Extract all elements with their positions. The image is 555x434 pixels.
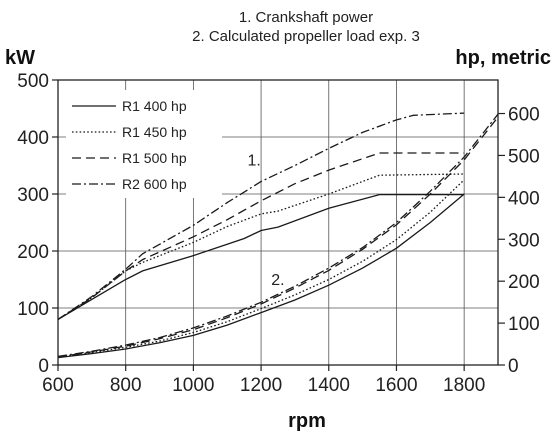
y-tick-label-left: 200 xyxy=(17,242,49,263)
curve-annotation: 1. xyxy=(248,153,261,170)
y-tick-label-right: 500 xyxy=(508,146,540,167)
chart-title-line-2: 2. Calculated propeller load exp. 3 xyxy=(192,28,420,45)
x-tick-label: 1600 xyxy=(375,375,417,396)
x-tick-label: 800 xyxy=(110,375,142,396)
y-axis-left-label: kW xyxy=(5,47,35,69)
x-tick-label: 1000 xyxy=(172,375,214,396)
y-tick-label-left: 300 xyxy=(17,185,49,206)
series-line-crankshaft-2 xyxy=(57,152,465,320)
y-tick-label-left: 100 xyxy=(17,299,49,320)
legend-box xyxy=(66,90,222,198)
x-tick-label: 600 xyxy=(42,375,74,396)
legend-label: R1 450 hp xyxy=(122,124,187,140)
series-line-propeller-6 xyxy=(57,116,499,358)
y-tick-label-right: 100 xyxy=(508,314,540,335)
y-tick-label-left: 0 xyxy=(38,356,49,377)
chart-title: 1. Crankshaft power 2. Calculated propel… xyxy=(192,9,420,45)
ticks-group: 600 800 1000 1200 1400 1600 180001002003004005… xyxy=(17,71,539,396)
curve-annotation: 2. xyxy=(271,272,284,289)
series-line-crankshaft-0 xyxy=(57,193,465,320)
legend: R1 400 hp R1 450 hp R1 500 hp R2 600 hp xyxy=(66,90,222,198)
series-line-crankshaft-1 xyxy=(57,173,465,320)
series-line-propeller-7 xyxy=(57,113,499,358)
y-tick-label-right: 0 xyxy=(508,356,519,377)
series-group xyxy=(57,112,499,359)
x-tick-label: 1800 xyxy=(443,375,485,396)
series-line-propeller-5 xyxy=(57,179,465,358)
y-tick-label-right: 300 xyxy=(508,230,540,251)
x-tick-label: 1400 xyxy=(308,375,350,396)
x-tick-label: 1200 xyxy=(240,375,282,396)
y-tick-label-left: 500 xyxy=(17,71,49,92)
y-tick-label-right: 200 xyxy=(508,272,540,293)
legend-label: R1 500 hp xyxy=(122,150,187,166)
series-line-propeller-4 xyxy=(57,193,465,359)
plot-frame xyxy=(57,79,499,366)
y-axis-right-label: hp, metric xyxy=(455,47,551,69)
y-tick-label-left: 400 xyxy=(17,128,49,149)
legend-label: R1 400 hp xyxy=(122,98,187,114)
annotations-group: 1. 2. xyxy=(248,153,285,290)
chart-title-line-1: 1. Crankshaft power xyxy=(239,9,373,26)
y-tick-label-right: 600 xyxy=(508,105,540,126)
y-tick-label-right: 400 xyxy=(508,188,540,209)
legend-label: R2 600 hp xyxy=(122,176,187,192)
x-axis-label: rpm xyxy=(288,410,326,432)
series-line-crankshaft-3 xyxy=(57,112,465,320)
